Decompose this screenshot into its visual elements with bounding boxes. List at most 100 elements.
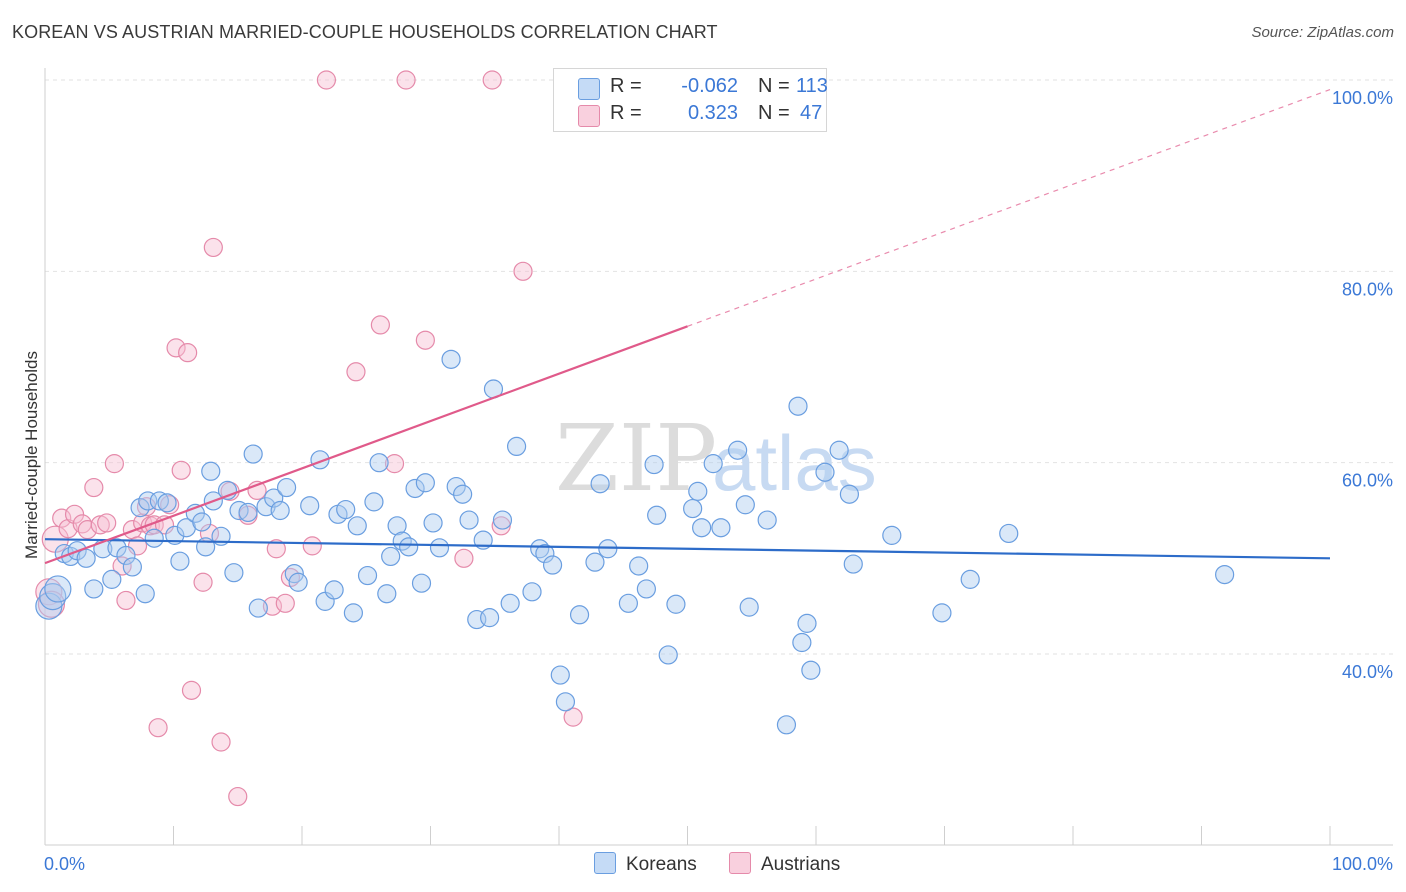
austrian-point	[203, 237, 223, 258]
korean-point	[192, 512, 212, 532]
korean-point	[399, 537, 419, 557]
korean-point	[636, 579, 656, 599]
korean-point	[666, 594, 686, 614]
korean-point	[555, 692, 576, 712]
korean-point	[165, 525, 185, 545]
korean-point	[357, 565, 378, 586]
korean-point	[405, 478, 425, 499]
austrian-point	[178, 343, 198, 363]
austrians-swatch	[578, 105, 600, 127]
korean-point	[122, 557, 142, 577]
korean-point	[347, 516, 367, 536]
korean-point	[1215, 564, 1235, 585]
source-label: Source: ZipAtlas.com	[1251, 24, 1394, 41]
koreans-n-label: N =	[758, 75, 790, 97]
korean-point	[39, 582, 67, 611]
korean-point	[270, 500, 290, 521]
austrians-trend-line	[44, 325, 688, 565]
austrian-point	[316, 70, 337, 90]
austrians-n-value: 47	[800, 102, 823, 124]
austrian-point	[97, 513, 117, 533]
korean-point	[703, 454, 723, 474]
korean-point	[157, 493, 177, 513]
korean-point	[535, 543, 555, 564]
korean-point	[590, 474, 610, 494]
austrian-point	[275, 593, 295, 613]
axes	[44, 68, 1393, 846]
korean-point	[542, 555, 563, 575]
austrian-point	[171, 460, 191, 480]
korean-point	[300, 496, 320, 516]
legend-item-koreans: Koreans	[594, 852, 697, 876]
austrian-point	[384, 454, 405, 474]
austrians-legend-swatch	[729, 852, 751, 874]
austrian-point	[166, 338, 186, 358]
korean-point	[243, 444, 263, 464]
korean-point	[815, 462, 835, 482]
korean-point	[130, 498, 150, 518]
austrian-points	[35, 70, 583, 807]
korean-point	[932, 603, 952, 623]
korean-point	[149, 491, 169, 511]
austrian-point	[266, 539, 286, 559]
korean-point	[692, 518, 712, 538]
austrian-point	[302, 536, 322, 556]
trend-lines	[44, 89, 1331, 565]
korean-point	[248, 598, 268, 618]
korean-point	[683, 498, 703, 519]
austrian-point	[193, 572, 213, 592]
x-tick-label-max: 100.0%	[1332, 854, 1393, 874]
austrian-point	[84, 477, 104, 498]
austrian-point	[491, 516, 511, 536]
korean-point	[788, 396, 808, 416]
korean-point	[343, 603, 363, 623]
korean-point	[839, 484, 860, 504]
korean-point	[138, 491, 158, 511]
korean-point	[76, 548, 96, 568]
korean-point	[999, 523, 1019, 544]
stats-legend: R = -0.062 N = 113 R = 0.323 N = 47	[553, 68, 828, 132]
austrian-point	[64, 504, 85, 524]
korean-point	[224, 563, 244, 583]
korean-point	[960, 569, 980, 589]
austrians-trend-extension	[687, 89, 1331, 327]
austrian-point	[415, 330, 435, 350]
korean-point	[144, 528, 164, 548]
y-tick-label: 100.0%	[1332, 88, 1393, 108]
korean-point	[453, 484, 473, 504]
austrian-point	[58, 519, 78, 539]
koreans-trend-line	[44, 538, 1331, 560]
korean-point	[276, 477, 297, 498]
korean-point	[658, 645, 678, 665]
korean-point	[135, 584, 155, 604]
koreans-r-label: R =	[610, 75, 642, 97]
y-axis-label: Married-couple Households	[22, 351, 41, 559]
korean-point	[459, 510, 479, 530]
austrian-point	[370, 315, 390, 335]
austrian-point	[211, 732, 231, 752]
austrian-point	[181, 680, 202, 700]
korean-point	[500, 593, 520, 613]
korean-point	[369, 453, 389, 473]
korean-point	[44, 575, 72, 603]
korean-point	[238, 502, 258, 523]
korean-point	[423, 513, 443, 533]
korean-point	[387, 516, 407, 536]
korean-point	[201, 461, 221, 481]
korean-point	[735, 495, 755, 515]
korean-point	[728, 440, 748, 460]
korean-point	[585, 552, 605, 572]
legend-item-austrians: Austrians	[729, 852, 840, 876]
korean-point	[829, 440, 849, 460]
watermark-zip: ZIP	[555, 405, 717, 512]
koreans-legend-swatch	[594, 852, 616, 874]
korean-point	[84, 579, 104, 599]
korean-point	[739, 597, 759, 617]
austrian-point	[148, 718, 168, 738]
korean-point	[757, 510, 777, 530]
korean-point	[506, 436, 527, 457]
y-tick-labels: 40.0% 60.0% 80.0% 100.0%	[1332, 88, 1393, 682]
korean-point	[629, 556, 649, 576]
gridlines	[45, 79, 1393, 655]
